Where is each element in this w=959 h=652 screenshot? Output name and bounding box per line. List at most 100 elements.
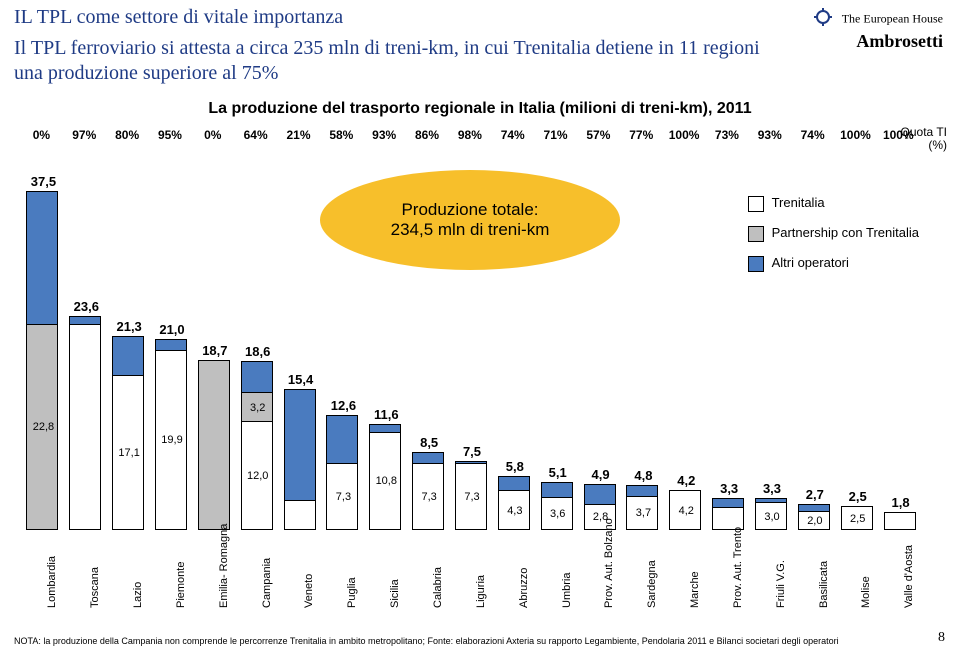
pct-value: 95% <box>149 128 192 144</box>
bar-total-label: 18,6 <box>237 344 279 359</box>
bar-inner-label: 2,5 <box>837 513 879 525</box>
slide: The European House Ambrosetti IL TPL com… <box>0 0 959 652</box>
bar-segment <box>498 476 530 492</box>
pct-value: 74% <box>791 128 834 144</box>
bar-total-label: 18,7 <box>194 343 236 358</box>
pct-value: 100% <box>877 128 920 144</box>
bar-total-label: 8,5 <box>408 435 450 450</box>
legend-altri: Altri operatori <box>748 256 919 272</box>
legend-box-partnership <box>748 226 764 242</box>
bar-segment <box>112 336 144 376</box>
bar-inner-label: 7,3 <box>322 491 364 503</box>
callout-text: Produzione totale:234,5 mln di treni-km <box>391 200 550 241</box>
slide-subtitle: Il TPL ferroviario si attesta a circa 23… <box>14 36 774 86</box>
bar-total-label: 5,1 <box>537 465 579 480</box>
bar-inner-label: 3,7 <box>622 507 664 519</box>
bar-segment <box>241 361 273 394</box>
bar-total-label: 5,8 <box>494 459 536 474</box>
page-number: 8 <box>938 630 945 646</box>
bar-total-label: 4,9 <box>580 467 622 482</box>
pct-value: 100% <box>663 128 706 144</box>
pct-value: 77% <box>620 128 663 144</box>
legend-partnership: Partnership con Trenitalia <box>748 226 919 242</box>
bar-total-label: 12,6 <box>322 398 364 413</box>
pct-value: 80% <box>106 128 149 144</box>
logo-line2: Ambrosetti <box>856 31 943 51</box>
bar-segment <box>712 498 744 508</box>
bar-total-label: 2,5 <box>837 489 879 504</box>
slide-title: IL TPL come settore di vitale importanza <box>14 6 343 29</box>
bar-segment <box>755 498 787 503</box>
bar-segment <box>155 339 187 351</box>
bar-total-label: 21,3 <box>108 319 150 334</box>
legend: Trenitalia Partnership con Trenitalia Al… <box>748 196 919 286</box>
bar-inner-label: 4,3 <box>494 505 536 517</box>
logo-icon <box>812 6 834 32</box>
pct-value: 58% <box>320 128 363 144</box>
bar-inner-label: 17,1 <box>108 447 150 459</box>
logo: The European House Ambrosetti <box>812 6 943 51</box>
bar-inner-label: 22,8 <box>22 421 64 433</box>
bar-segment <box>26 191 58 325</box>
pct-value: 21% <box>277 128 320 144</box>
bar-segment <box>198 360 230 530</box>
pct-value: 74% <box>491 128 534 144</box>
bar-segment <box>284 389 316 501</box>
callout-bubble: Produzione totale:234,5 mln di treni-km <box>320 170 620 270</box>
legend-box-trenitalia <box>748 196 764 212</box>
bar-segment <box>798 504 830 512</box>
pct-value: 57% <box>577 128 620 144</box>
bar-segment <box>412 452 444 465</box>
pct-value: 0% <box>191 128 234 144</box>
bar-total-label: 15,4 <box>280 372 322 387</box>
bar-total-label: 3,3 <box>708 481 750 496</box>
bar-inner-label: 7,3 <box>408 491 450 503</box>
bar-total-label: 3,3 <box>751 481 793 496</box>
bar-total-label: 2,7 <box>794 487 836 502</box>
pct-value: 71% <box>534 128 577 144</box>
bar-total-label: 23,6 <box>65 299 107 314</box>
bar-segment <box>326 415 358 465</box>
pct-value: 93% <box>748 128 791 144</box>
bar-inner-label: 12,0 <box>237 470 279 482</box>
bar-segment <box>369 424 401 433</box>
bar-total-label: 1,8 <box>880 495 922 510</box>
pct-value: 0% <box>20 128 63 144</box>
bar-inner-label: 7,3 <box>451 491 493 503</box>
bar-segment <box>584 484 616 505</box>
chart-pct-row: 0%97%80%95%0%64%21%58%93%86%98%74%71%57%… <box>20 128 920 144</box>
bar-total-label: 21,0 <box>151 322 193 337</box>
bar-total-label: 4,2 <box>665 473 707 488</box>
bar-segment <box>284 499 316 530</box>
bar-total-label: 11,6 <box>365 407 407 422</box>
bar-segment <box>69 323 101 530</box>
bar-inner-label: 10,8 <box>365 475 407 487</box>
pct-value: 64% <box>234 128 277 144</box>
pct-value: 100% <box>834 128 877 144</box>
pct-value: 93% <box>363 128 406 144</box>
bar-inner-label: 4,2 <box>665 505 707 517</box>
bar-total-label: 37,5 <box>22 174 64 189</box>
pct-value: 73% <box>706 128 749 144</box>
bar-segment <box>626 485 658 497</box>
bar-inner-label: 2,8 <box>580 511 622 523</box>
footnote: NOTA: la produzione della Campania non c… <box>14 636 894 646</box>
bar-segment <box>69 316 101 325</box>
bar-segment <box>541 482 573 498</box>
legend-trenitalia: Trenitalia <box>748 196 919 212</box>
bar-inner-label: 3,6 <box>537 508 579 520</box>
bar-inner-label: 3,0 <box>751 511 793 523</box>
bar-segment <box>884 512 916 530</box>
legend-box-altri <box>748 256 764 272</box>
bar-inner-label: 2,0 <box>794 515 836 527</box>
logo-line1: The European House <box>842 12 943 26</box>
pct-value: 86% <box>406 128 449 144</box>
bar-total-label: 7,5 <box>451 444 493 459</box>
pct-value: 97% <box>63 128 106 144</box>
bar-inner-label: 3,2 <box>237 402 279 414</box>
bar-inner-label: 19,9 <box>151 434 193 446</box>
bar-total-label: 4,8 <box>622 468 664 483</box>
pct-value: 98% <box>448 128 491 144</box>
bar-segment <box>455 461 487 465</box>
chart-title: La produzione del trasporto regionale in… <box>160 100 800 118</box>
